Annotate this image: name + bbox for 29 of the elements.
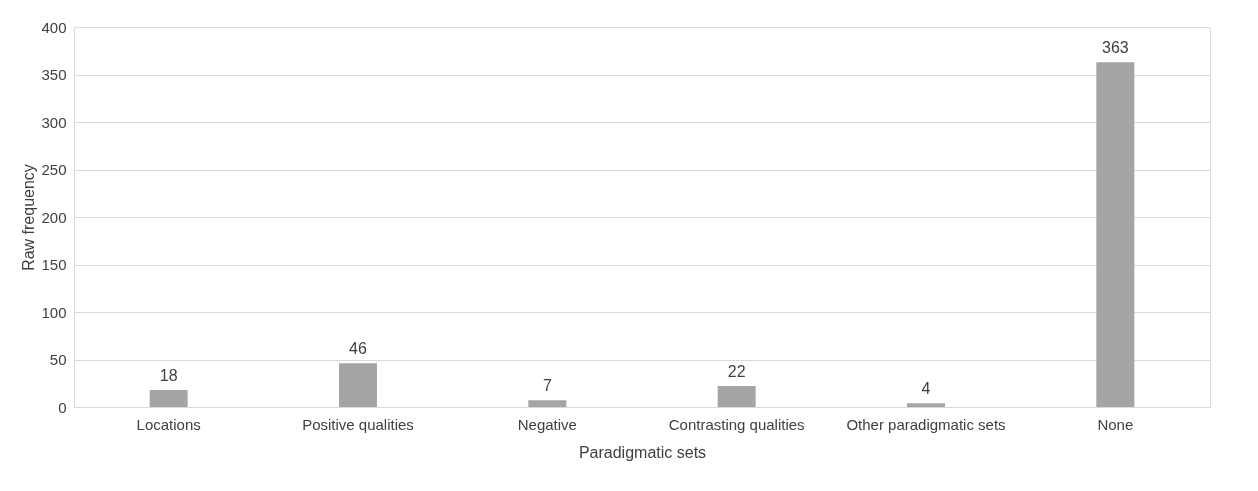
y-tick-label: 400 [41,18,67,36]
y-tick-label: 150 [41,256,67,273]
x-tick-label: Locations [136,415,201,433]
x-tick-label: Other paradigmatic sets [846,415,1006,433]
x-tick-label: Negative [517,415,577,433]
y-tick-label: 50 [49,351,67,368]
x-tick-label: None [1097,415,1134,433]
data-label: 4 [921,380,931,398]
bar [149,389,188,407]
data-label: 46 [349,340,367,358]
data-label: 22 [727,363,746,381]
bar [528,400,567,407]
bar [907,403,945,407]
data-label: 7 [542,377,552,395]
y-tick-label: 100 [41,303,67,321]
data-label: 18 [159,366,178,384]
data-label: 363 [1101,39,1129,57]
y-tick-label: 0 [58,398,67,416]
y-tick-label: 250 [41,161,67,178]
x-tick-label: Positive qualities [302,415,414,433]
y-tick-label: 300 [41,113,67,131]
x-tick-label: Contrasting qualities [668,415,805,433]
y-axis-title: Raw frequency [20,164,38,271]
y-tick-label: 200 [41,208,67,226]
x-axis-title: Paradigmatic sets [578,443,707,461]
bar [717,386,756,407]
bar [1096,62,1135,407]
bar [339,363,377,407]
y-tick-label: 350 [41,66,67,83]
